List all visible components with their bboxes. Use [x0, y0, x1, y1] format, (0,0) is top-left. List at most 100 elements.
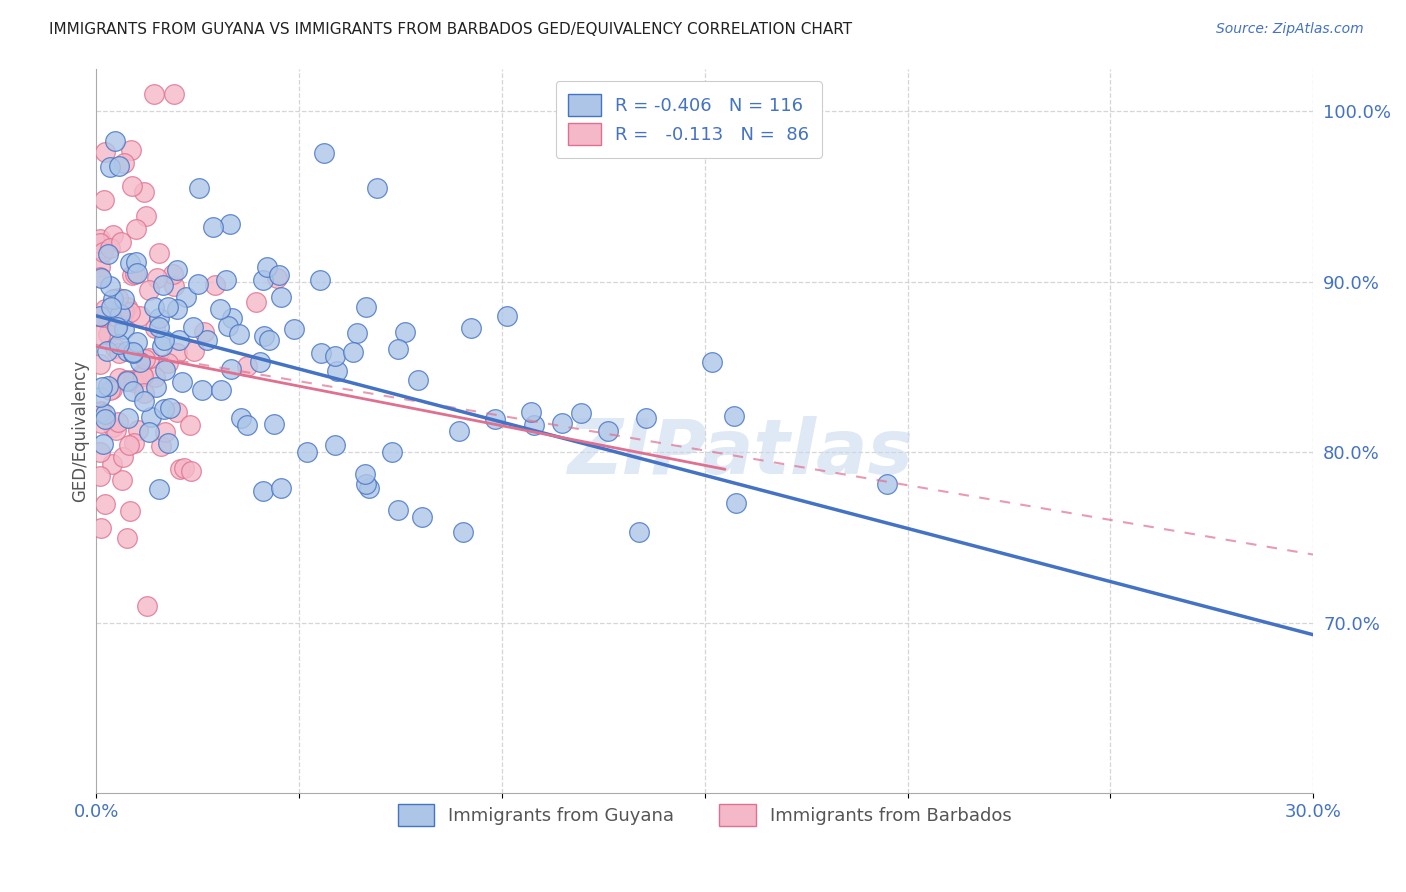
Point — [122, 384, 145, 399]
Point — [187, 277, 209, 291]
Point — [104, 341, 127, 355]
Point — [323, 349, 346, 363]
Point — [453, 524, 475, 539]
Point — [89, 405, 111, 419]
Point — [166, 301, 188, 316]
Point — [145, 380, 167, 394]
Point — [108, 346, 131, 360]
Point — [121, 346, 143, 360]
Point — [97, 326, 120, 341]
Point — [723, 409, 745, 424]
Point — [138, 425, 160, 439]
Point — [89, 390, 111, 404]
Point — [132, 369, 155, 384]
Point — [138, 351, 160, 366]
Point — [181, 319, 204, 334]
Point — [120, 305, 142, 319]
Point — [117, 410, 139, 425]
Point — [569, 407, 592, 421]
Point — [139, 410, 162, 425]
Point — [97, 378, 120, 392]
Point — [394, 325, 416, 339]
Point — [354, 301, 377, 315]
Point — [121, 179, 143, 194]
Point — [270, 481, 292, 495]
Point — [245, 294, 267, 309]
Point — [108, 370, 131, 384]
Point — [256, 260, 278, 274]
Point — [229, 410, 252, 425]
Point — [89, 445, 111, 459]
Point — [143, 370, 166, 384]
Point — [89, 232, 111, 246]
Point — [125, 335, 148, 350]
Point — [346, 326, 368, 340]
Point — [138, 283, 160, 297]
Point — [90, 520, 112, 534]
Point — [131, 368, 153, 382]
Point — [166, 262, 188, 277]
Point — [174, 290, 197, 304]
Point — [309, 346, 332, 360]
Point — [111, 450, 134, 465]
Point — [112, 156, 135, 170]
Point — [152, 278, 174, 293]
Point — [98, 160, 121, 174]
Point — [183, 344, 205, 359]
Point — [115, 343, 138, 358]
Point — [550, 416, 572, 430]
Point — [325, 364, 347, 378]
Point — [105, 423, 128, 437]
Point — [107, 318, 129, 333]
Point — [118, 438, 141, 452]
Point — [153, 401, 176, 416]
Point — [173, 461, 195, 475]
Point — [117, 373, 139, 387]
Point — [408, 373, 430, 387]
Point — [101, 458, 124, 472]
Point — [115, 375, 138, 389]
Point — [159, 401, 181, 415]
Point — [148, 483, 170, 497]
Point — [89, 357, 111, 371]
Point — [356, 477, 378, 491]
Point — [257, 333, 280, 347]
Point — [101, 227, 124, 242]
Point — [156, 356, 179, 370]
Point — [128, 309, 150, 323]
Point — [634, 410, 657, 425]
Point — [217, 318, 239, 333]
Point — [120, 504, 142, 518]
Point — [89, 310, 111, 324]
Point — [249, 354, 271, 368]
Point — [387, 342, 409, 356]
Point — [153, 363, 176, 377]
Point — [366, 180, 388, 194]
Point — [120, 144, 142, 158]
Point — [188, 181, 211, 195]
Point — [169, 333, 191, 347]
Point — [252, 273, 274, 287]
Point — [89, 468, 111, 483]
Point — [193, 325, 215, 339]
Point — [91, 437, 114, 451]
Point — [209, 301, 232, 316]
Point — [169, 462, 191, 476]
Point — [700, 355, 723, 369]
Point — [100, 382, 122, 396]
Point — [90, 403, 112, 417]
Text: IMMIGRANTS FROM GUYANA VS IMMIGRANTS FROM BARBADOS GED/EQUIVALENCY CORRELATION C: IMMIGRANTS FROM GUYANA VS IMMIGRANTS FRO… — [49, 22, 852, 37]
Point — [89, 260, 111, 274]
Point — [135, 209, 157, 223]
Point — [136, 599, 159, 614]
Point — [201, 220, 224, 235]
Point — [150, 439, 173, 453]
Point — [97, 247, 120, 261]
Point — [628, 525, 651, 540]
Point — [132, 385, 155, 400]
Point — [91, 310, 114, 324]
Point — [323, 438, 346, 452]
Point — [496, 310, 519, 324]
Point — [94, 145, 117, 160]
Point — [295, 445, 318, 459]
